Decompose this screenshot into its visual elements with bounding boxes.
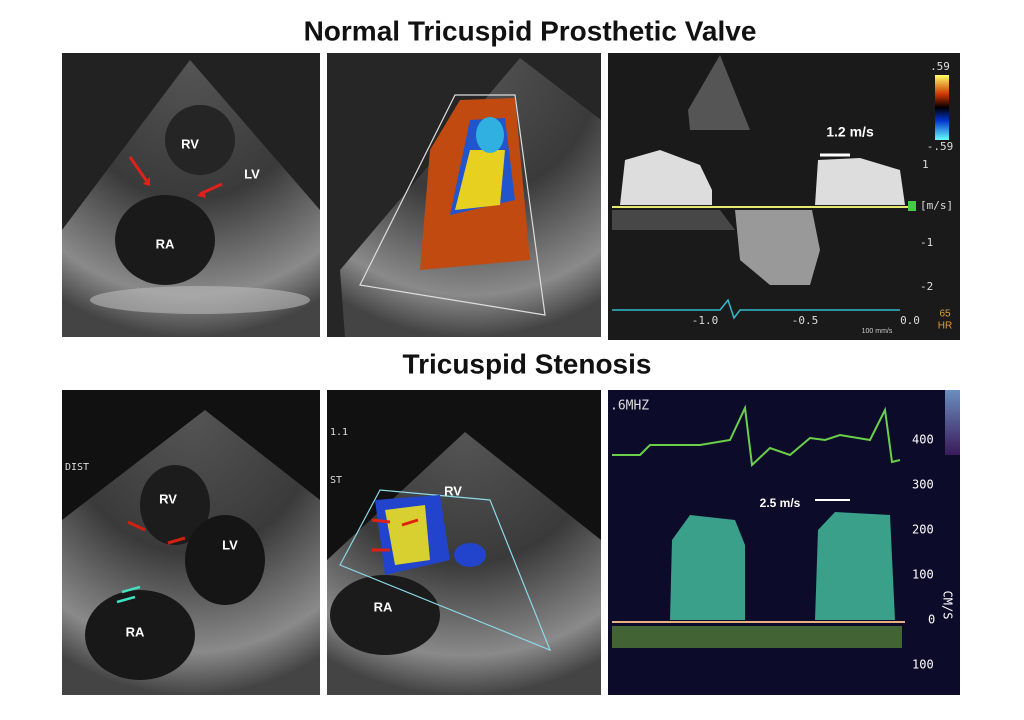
y-tick-label: -2 [920, 280, 933, 293]
velocity-label: 1.2 m/s [826, 124, 874, 140]
y-tick-label: 1 [922, 158, 929, 171]
sweep-label: 100 mm/s [862, 328, 893, 335]
chamber-label: RA [374, 599, 393, 614]
unit-label: CM/S [941, 591, 955, 620]
echo-2d-panel: DIST RV LV RA [62, 390, 320, 695]
velocity-label: 2.5 m/s [760, 496, 801, 510]
x-tick-label: 0.0 [900, 314, 920, 327]
color-doppler-panel: 1.1 ST RV RA [327, 390, 601, 695]
chamber-label: LV [244, 166, 260, 181]
y-tick-label: 300 [912, 478, 934, 492]
header-label: .6MHZ [610, 399, 649, 414]
y-tick-label: 400 [912, 433, 934, 447]
section-title: Normal Tricuspid Prosthetic Valve [304, 15, 757, 46]
chamber-label: RV [444, 483, 462, 498]
corner-label: ST [330, 475, 342, 486]
section-title: Tricuspid Stenosis [403, 348, 652, 379]
spectral-doppler-panel: 1.2 m/s .59 -.59 1 [m/s] -1 -2 -1.0 -0.5… [608, 53, 960, 340]
chamber-label: RV [181, 136, 199, 151]
chamber-label: RV [159, 491, 177, 506]
y-tick-label: [m/s] [920, 199, 953, 212]
x-tick-label: -0.5 [792, 314, 819, 327]
y-tick-label: 100 [912, 568, 934, 582]
y-tick-label: 100 [912, 658, 934, 672]
y-tick-label: -1 [920, 236, 933, 249]
color-doppler-panel [327, 53, 601, 337]
y-tick-label: 0 [928, 613, 935, 627]
echo-2d-panel: RV LV RA [62, 53, 320, 337]
x-tick-label: -1.0 [692, 314, 719, 327]
corner-label: DIST [65, 462, 89, 473]
chamber-label: LV [222, 537, 238, 552]
chamber-label: RA [126, 624, 145, 639]
scale-label: -.59 [927, 140, 954, 153]
corner-label: 1.1 [330, 427, 348, 438]
spectral-doppler-panel: 2.5 m/s .6MHZ 400 300 200 100 0 100 CM/S [608, 390, 960, 695]
hr-value: 65 [939, 309, 951, 320]
hr-label: HR [938, 321, 952, 332]
y-tick-label: 200 [912, 523, 934, 537]
chamber-label: RA [156, 236, 175, 251]
scale-label: .59 [930, 60, 950, 73]
